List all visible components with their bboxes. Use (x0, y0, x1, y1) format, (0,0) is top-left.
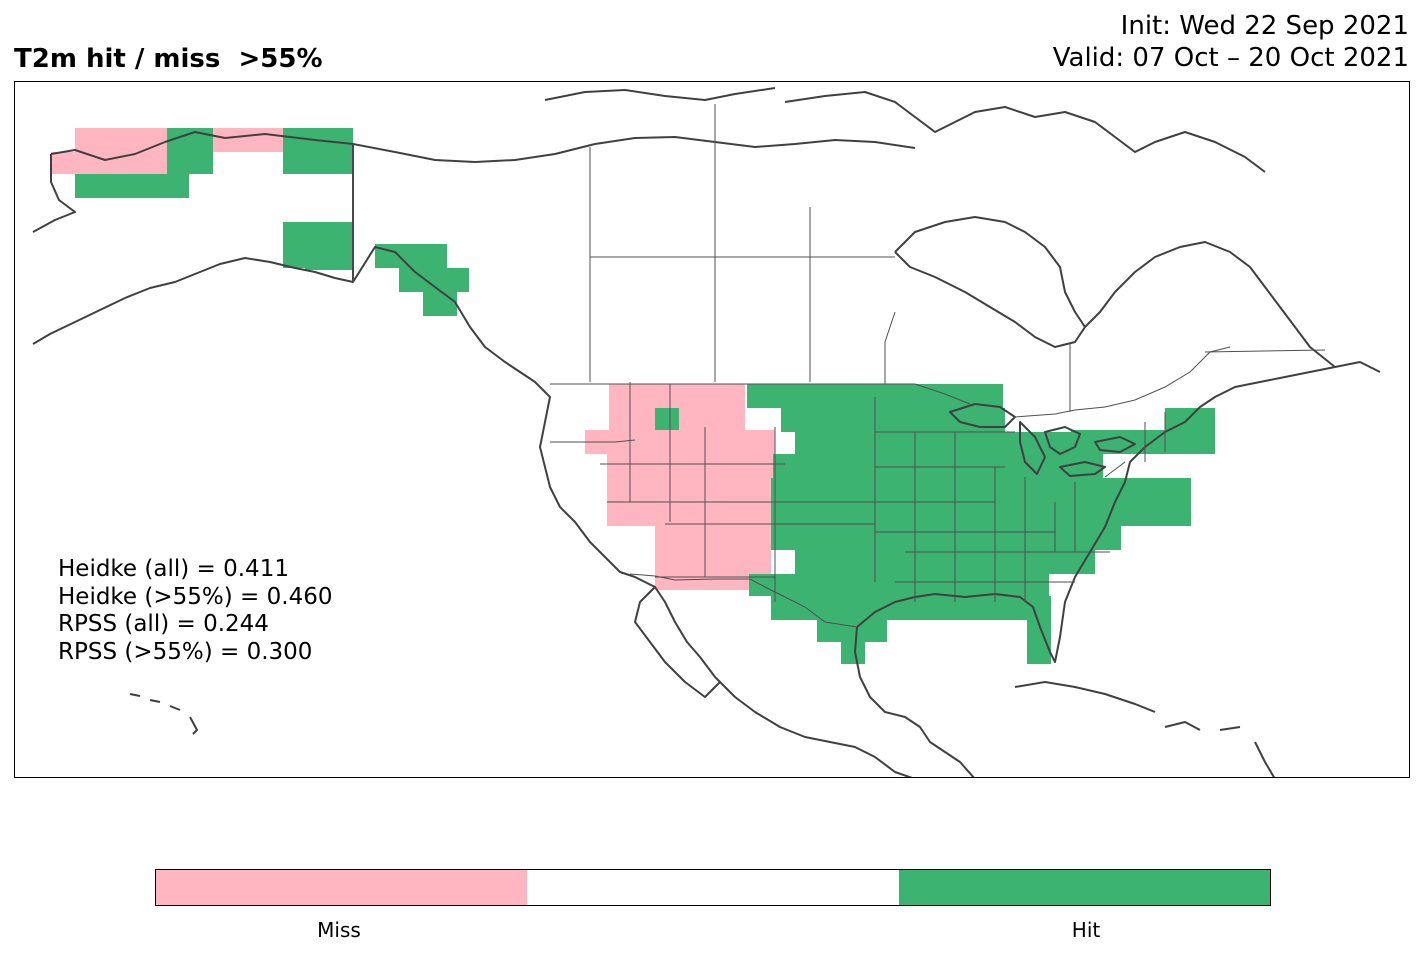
hit-cell (749, 574, 1049, 596)
colorbar-hit-segment (898, 870, 1270, 905)
legend-hit-label: Hit (1071, 918, 1101, 942)
hit-cell (305, 246, 353, 270)
rpss-55: RPSS (>55%) = 0.300 (58, 638, 313, 665)
init-date: Init: Wed 22 Sep 2021 (1120, 11, 1409, 41)
hit-cell (375, 244, 447, 268)
miss-cell (51, 152, 75, 174)
legend-miss-label: Miss (317, 918, 361, 942)
miss-cell (213, 128, 283, 152)
arctic-islands (544, 87, 1266, 173)
map-panel (14, 81, 1410, 778)
great-lakes (949, 403, 1136, 477)
hit-cell (795, 550, 1095, 574)
coastline-mexico (714, 626, 975, 777)
miss-cell (75, 128, 167, 174)
us-states (550, 382, 1166, 602)
hit-cell (781, 408, 1005, 432)
rpss-all: RPSS (all) = 0.244 (58, 611, 269, 637)
colorbar-neutral-segment (527, 870, 899, 905)
hit-cell (655, 408, 679, 430)
heidke-all: Heidke (all) = 0.411 (58, 556, 289, 582)
map-svg (32, 87, 1381, 777)
heidke-55: Heidke (>55%) = 0.460 (58, 583, 333, 610)
colorbar-miss-segment (156, 870, 528, 905)
coastline-baja (634, 586, 721, 698)
legend-colorbar (155, 869, 1271, 906)
hit-cell (1027, 596, 1051, 664)
valid-range: Valid: 07 Oct – 20 Oct 2021 (1052, 43, 1409, 73)
hit-cell (771, 526, 1121, 550)
coastline-east (1114, 361, 1381, 503)
hit-cell (167, 128, 213, 174)
plot-title: T2m hit / miss >55% (14, 44, 323, 74)
coastline-pacific-northwest (352, 246, 716, 678)
hit-cell (399, 268, 469, 292)
coastlines (32, 87, 1381, 777)
miss-cell (607, 454, 775, 526)
border-us-mexico (629, 573, 858, 628)
hit-cell (795, 432, 1085, 456)
hit-cell (817, 620, 887, 642)
hit-cell (423, 292, 457, 316)
date-info: Init: Wed 22 Sep 2021 Valid: 07 Oct – 20… (1053, 10, 1409, 74)
canada-provinces (589, 104, 1326, 412)
skill-scores: Heidke (all) = 0.411 Heidke (>55%) = 0.4… (58, 556, 332, 666)
forecast-cells (51, 128, 1215, 664)
coastline-gulf (856, 501, 1116, 663)
hawaii (129, 693, 198, 735)
coastline-labrador (1084, 241, 1336, 368)
political-borders (352, 104, 1326, 628)
coastline-hudson-bay (894, 216, 1086, 348)
hit-cell (841, 642, 865, 664)
hit-cell (75, 174, 189, 198)
hit-cell (283, 128, 353, 174)
miss-cell (655, 574, 755, 590)
miss-cell (655, 526, 771, 574)
border-us-canada (550, 346, 1231, 418)
coastline-arctic (352, 136, 916, 163)
caribbean (1014, 681, 1275, 777)
coastline-alaska (32, 131, 354, 345)
